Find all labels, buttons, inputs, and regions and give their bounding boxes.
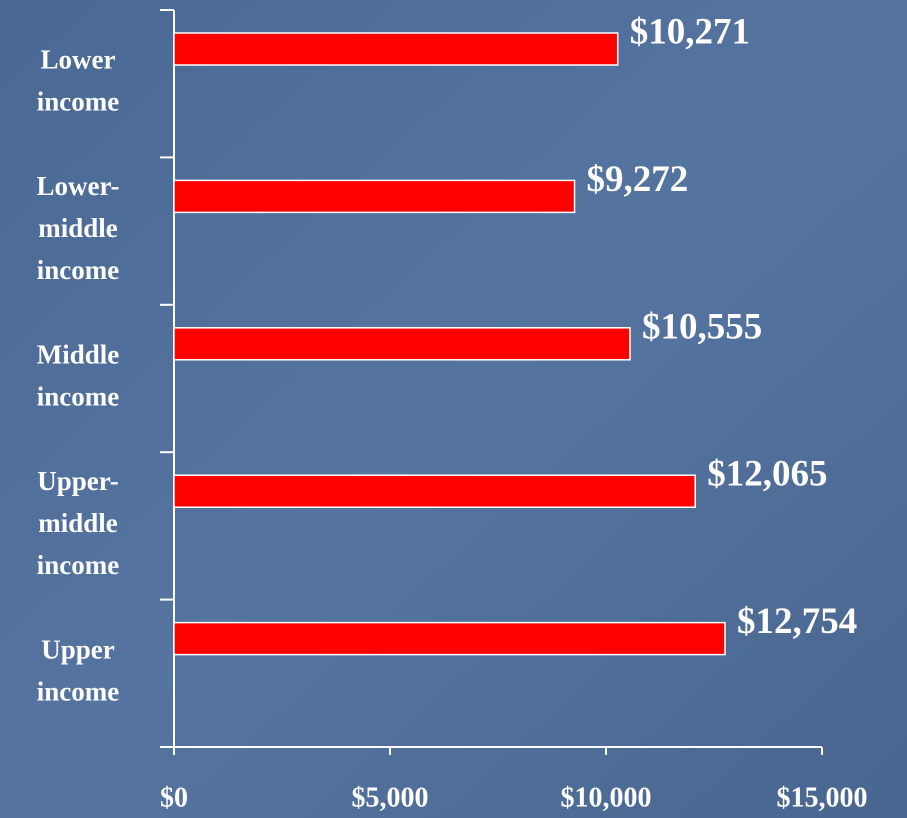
value-label: $12,754 (737, 601, 857, 642)
category-label: Lower-middle income (37, 171, 120, 285)
bar (173, 32, 619, 66)
category-label: Upper income (37, 635, 119, 707)
bar (173, 621, 726, 656)
value-label: $12,065 (707, 454, 827, 495)
bar (173, 179, 576, 214)
value-label: $10,555 (642, 306, 762, 347)
value-label: $9,272 (587, 159, 689, 200)
value-label: $10,271 (630, 11, 750, 52)
x-tick-label: $0 (160, 782, 188, 813)
category-label: Upper-middle income (37, 466, 119, 580)
category-label: Lower income (37, 45, 119, 117)
x-tick-label: $10,000 (561, 782, 652, 813)
bar (173, 474, 696, 508)
category-label: Middle income (37, 340, 120, 412)
bar (173, 327, 631, 361)
x-tick-label: $5,000 (352, 782, 429, 813)
x-tick-label: $15,000 (777, 782, 868, 813)
